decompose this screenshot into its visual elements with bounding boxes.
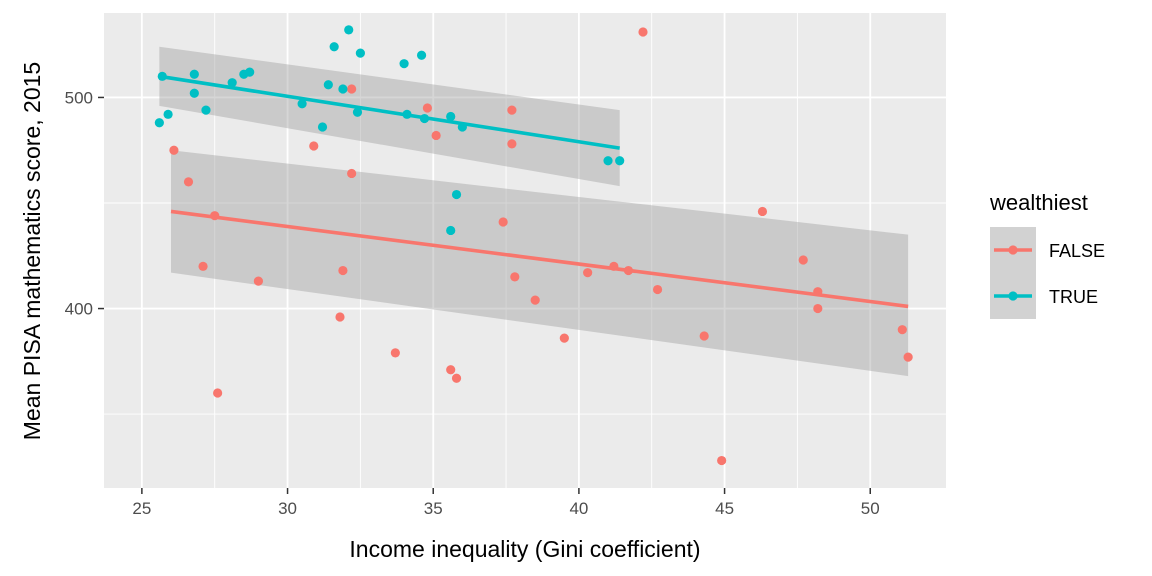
point-true xyxy=(297,99,307,109)
point-true xyxy=(603,156,613,166)
x-tick-label: 50 xyxy=(861,499,880,518)
point-true xyxy=(189,88,199,98)
point-false xyxy=(507,105,517,115)
point-false xyxy=(498,217,508,227)
legend-label: FALSE xyxy=(1049,241,1105,261)
point-false xyxy=(583,268,593,278)
x-tick-label: 35 xyxy=(424,499,443,518)
legend-item-false: FALSE xyxy=(990,227,1105,273)
point-false xyxy=(446,365,456,375)
legend-title: wealthiest xyxy=(989,190,1088,215)
point-true xyxy=(355,48,365,58)
point-false xyxy=(510,272,520,282)
legend-item-true: TRUE xyxy=(990,273,1098,319)
x-tick-label: 25 xyxy=(132,499,151,518)
point-false xyxy=(451,373,462,383)
point-true xyxy=(329,42,339,52)
point-false xyxy=(169,145,179,155)
legend-items: FALSE TRUE xyxy=(990,227,1105,319)
point-false xyxy=(213,388,223,398)
legend: wealthiest FALSE TRUE xyxy=(989,190,1105,319)
point-true xyxy=(352,107,363,117)
point-false xyxy=(390,348,400,358)
y-tick-label: 500 xyxy=(65,88,93,107)
ci-band-true xyxy=(159,46,620,187)
y-axis-title: Mean PISA mathematics score, 2015 xyxy=(19,62,45,440)
x-tick-label: 40 xyxy=(569,499,588,518)
point-false xyxy=(897,325,907,335)
x-axis-title: Income inequality (Gini coefficient) xyxy=(349,536,700,562)
point-false xyxy=(652,284,663,295)
point-false xyxy=(813,303,823,314)
point-false xyxy=(903,352,913,362)
grid-minor xyxy=(104,13,946,488)
point-false xyxy=(559,333,569,343)
point-true xyxy=(399,59,409,69)
legend-key-point xyxy=(1008,291,1018,301)
point-false xyxy=(507,139,517,149)
point-false xyxy=(335,312,345,322)
point-true xyxy=(227,78,237,88)
grid-major xyxy=(104,13,946,488)
point-false xyxy=(798,255,808,265)
point-false xyxy=(757,206,768,217)
point-true xyxy=(446,225,456,236)
point-true xyxy=(189,69,199,79)
legend-label: TRUE xyxy=(1049,287,1098,307)
point-false xyxy=(347,168,357,179)
point-true xyxy=(338,84,348,94)
point-false xyxy=(717,455,727,466)
point-false xyxy=(253,276,264,286)
x-tick-label: 45 xyxy=(715,499,734,518)
y-tick-label: 400 xyxy=(65,300,93,319)
x-tick-label: 30 xyxy=(278,499,297,518)
point-true xyxy=(317,122,328,132)
point-false xyxy=(347,84,357,94)
point-false xyxy=(699,331,709,341)
trend-line-false xyxy=(170,209,909,309)
point-false xyxy=(198,261,208,271)
y-axis: 400 500 xyxy=(65,88,104,319)
point-true xyxy=(154,118,164,128)
point-true xyxy=(416,50,427,60)
point-false xyxy=(183,177,194,187)
point-true xyxy=(344,25,354,35)
point-true xyxy=(446,111,456,122)
trend-line-true xyxy=(159,74,620,150)
plot-panel xyxy=(104,13,946,488)
ci-band-false xyxy=(171,150,909,377)
point-true xyxy=(201,105,211,115)
point-true xyxy=(163,109,173,119)
legend-key-point xyxy=(1008,245,1018,255)
point-false xyxy=(638,27,648,37)
point-false xyxy=(309,141,319,151)
point-true xyxy=(245,67,255,77)
point-true xyxy=(615,156,625,166)
x-axis: 25 30 35 40 45 50 xyxy=(132,488,880,518)
point-true xyxy=(451,189,462,200)
point-false xyxy=(422,103,432,113)
point-false xyxy=(431,130,441,141)
point-true xyxy=(323,80,333,90)
point-false xyxy=(530,295,540,305)
point-false xyxy=(338,265,348,276)
confidence-bands xyxy=(159,46,909,377)
trend-lines xyxy=(159,74,909,309)
